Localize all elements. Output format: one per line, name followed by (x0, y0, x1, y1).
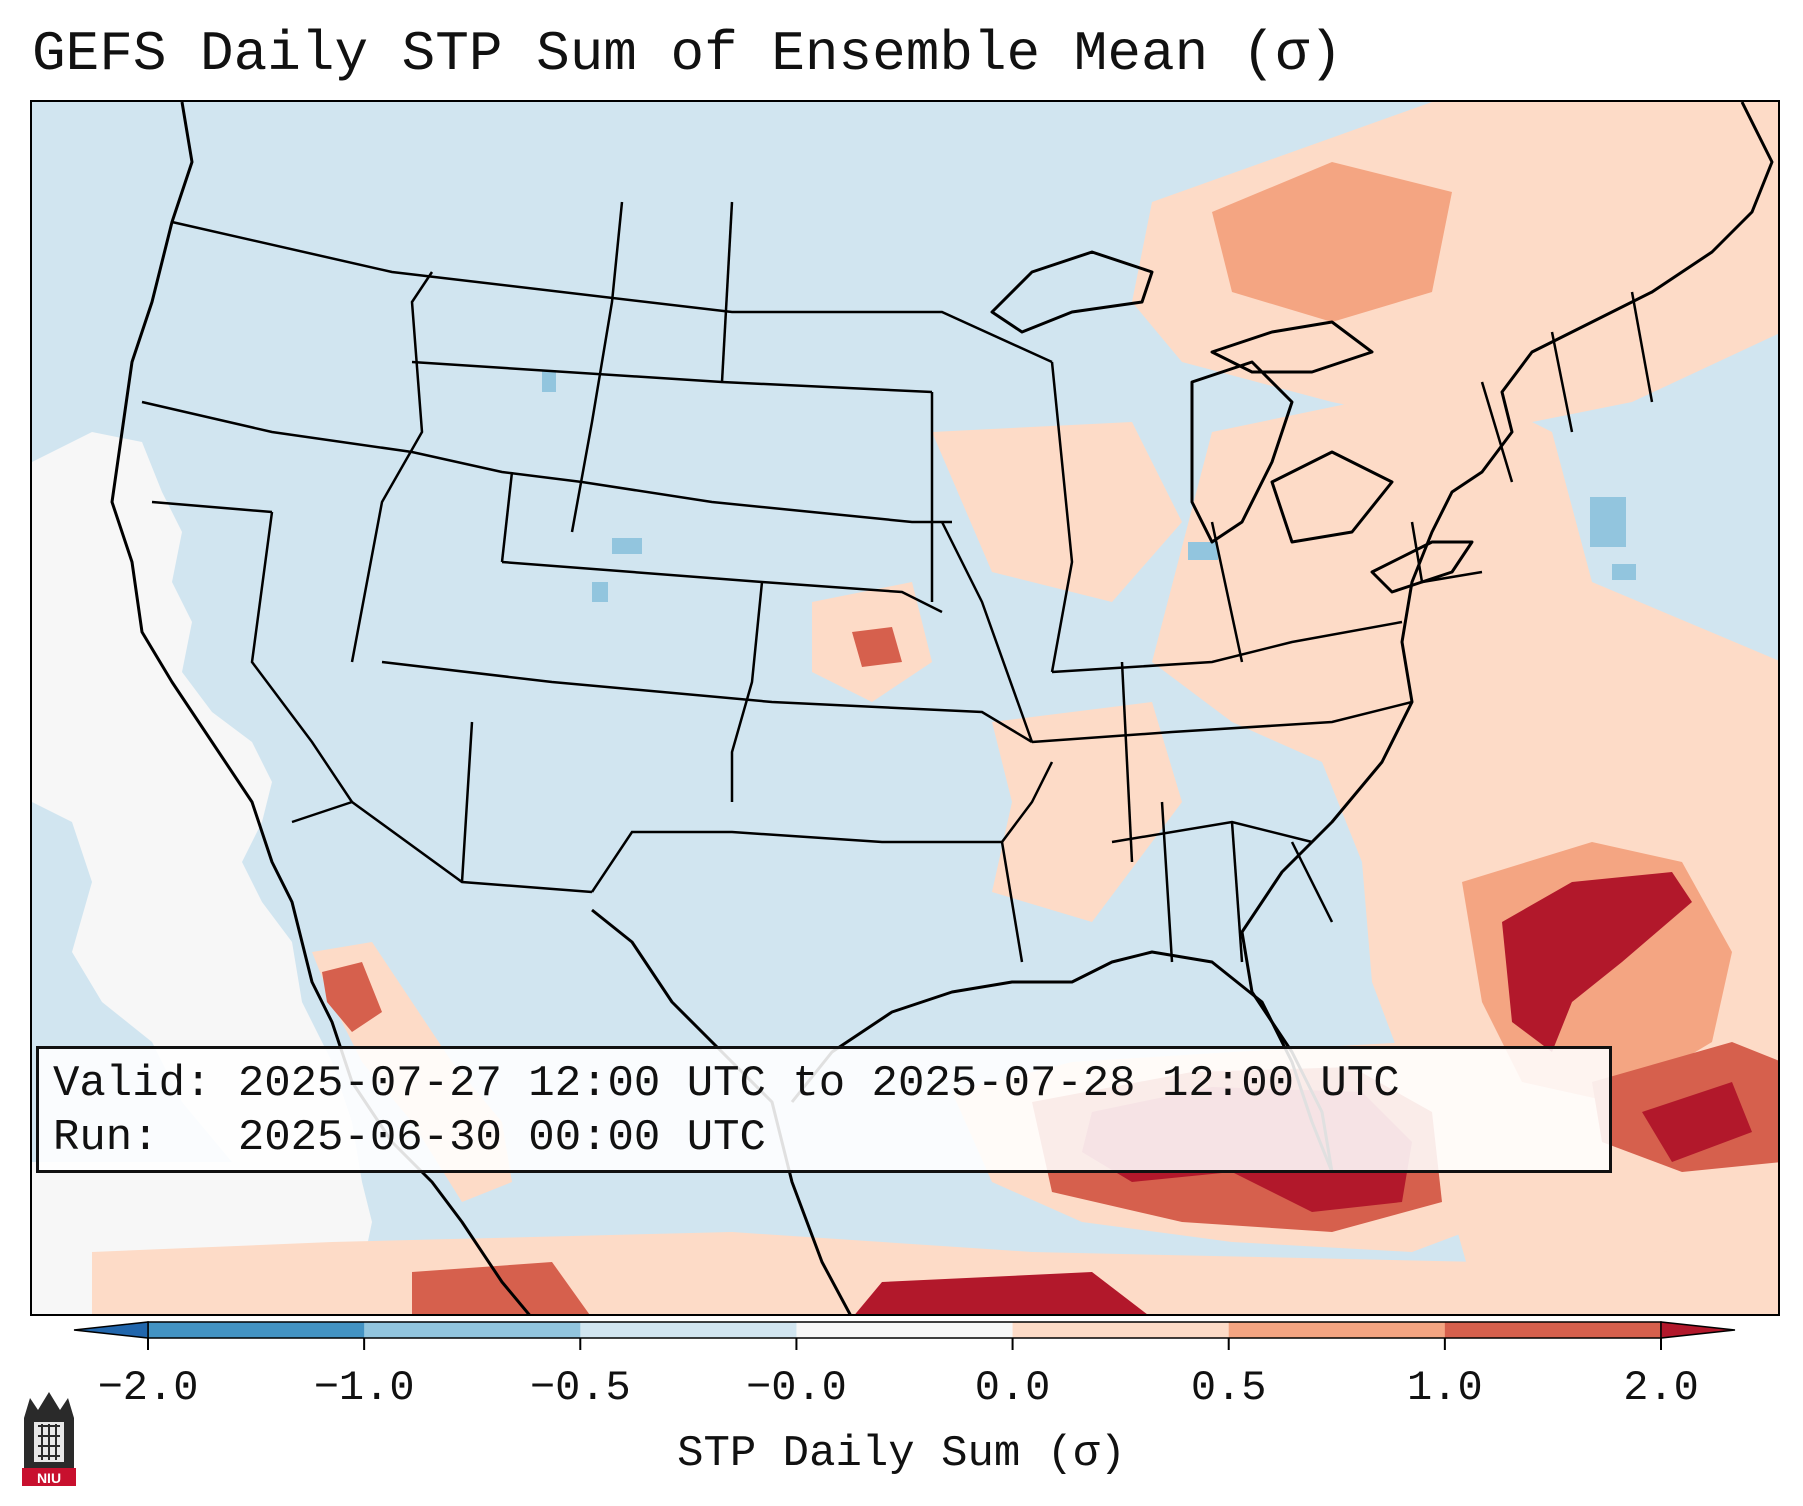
colorbar-tick-label: 2.0 (1623, 1364, 1699, 1412)
colorbar-tick-label: −2.0 (98, 1364, 199, 1412)
colorbar-tick-label: −1.0 (314, 1364, 415, 1412)
colorbar-segment (796, 1322, 1013, 1338)
colorbar-tick-label: 0.5 (1191, 1364, 1267, 1412)
colorbar-extend-low (74, 1322, 148, 1338)
map-title: GEFS Daily STP Sum of Ensemble Mean (σ) (32, 22, 1343, 86)
validity-info-box: Valid: 2025-07-27 12:00 UTC to 2025-07-2… (36, 1046, 1612, 1173)
niu-logo: NIU (20, 1388, 78, 1488)
colorbar-extend-high (1661, 1322, 1735, 1338)
colorbar-tick-label: −0.0 (746, 1364, 847, 1412)
colorbar-segment (148, 1322, 365, 1338)
colorbar-tick-label: −0.5 (530, 1364, 631, 1412)
colorbar-segment (1445, 1322, 1662, 1338)
colorbar-label: STP Daily Sum (σ) (0, 1428, 1803, 1480)
colorbar-segment (580, 1322, 797, 1338)
colorbar-segment (364, 1322, 581, 1338)
colorbar-tick-label: 0.0 (975, 1364, 1051, 1412)
valid-label: Valid: (53, 1059, 211, 1109)
valid-time-range: 2025-07-27 12:00 UTC to 2025-07-28 12:00… (238, 1059, 1400, 1109)
colorbar-segment (1229, 1322, 1446, 1338)
run-time: 2025-06-30 00:00 UTC (238, 1113, 766, 1163)
colorbar-segment (1013, 1322, 1230, 1338)
colorbar-tick-label: 1.0 (1407, 1364, 1483, 1412)
colorbar-outline (148, 1322, 1661, 1338)
run-label: Run: (53, 1113, 159, 1163)
logo-text: NIU (37, 1470, 61, 1486)
